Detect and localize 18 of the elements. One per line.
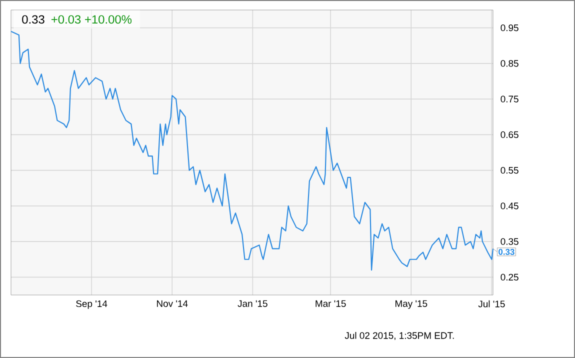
y-tick-label: 0.25	[500, 274, 518, 281]
x-tick-label: Sep '14	[76, 300, 108, 309]
x-tick-label: Jul '15	[478, 300, 505, 308]
text: Jul 02 2015, 1:35PM EDT.	[344, 332, 454, 340]
y-tick-label: 0.35	[500, 238, 518, 245]
y-tick-label: 0.55	[500, 166, 518, 174]
x-tick-label: Nov '14	[156, 300, 188, 307]
chart-subtitle: +0.03 +10.00%	[51, 15, 132, 24]
y-tick-label: 0.75	[500, 96, 518, 102]
y-tick-label: 0.85	[500, 60, 518, 67]
y-tick-label: 0.95	[500, 24, 518, 32]
chart-title: 0.33	[22, 15, 44, 24]
annotation: 0.33	[498, 248, 514, 255]
x-tick-label: Jan '15	[238, 300, 268, 307]
y-tick-label: 0.45	[500, 202, 518, 210]
x-tick-label: May '15	[395, 300, 428, 309]
x-tick-label: Mar '15	[316, 300, 346, 307]
y-tick-label: 0.65	[500, 131, 518, 138]
